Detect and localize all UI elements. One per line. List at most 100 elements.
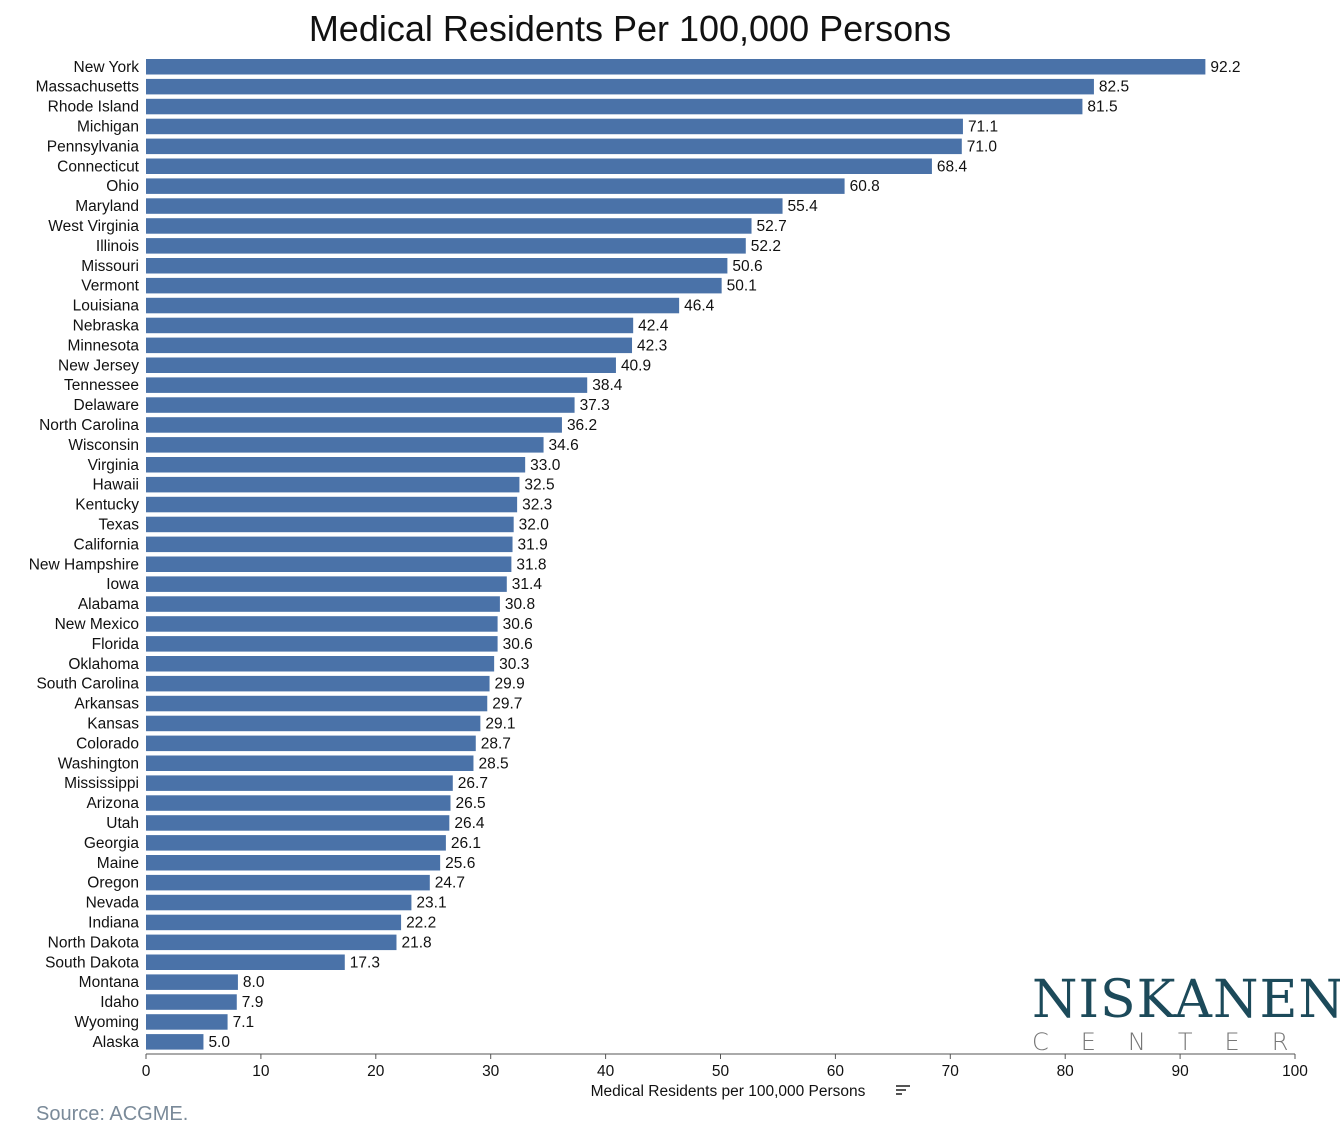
bar xyxy=(146,496,518,513)
x-axis-label: Medical Residents per 100,000 Persons xyxy=(591,1083,866,1100)
x-tick-label: 100 xyxy=(1282,1063,1308,1080)
category-label: West Virginia xyxy=(48,218,139,235)
bar xyxy=(146,357,616,373)
category-label: North Dakota xyxy=(48,934,140,951)
bar xyxy=(146,596,500,612)
value-label: 55.4 xyxy=(788,198,819,215)
x-tick-label: 60 xyxy=(827,1063,845,1080)
value-label: 29.9 xyxy=(495,676,525,693)
value-label: 26.7 xyxy=(458,775,488,792)
value-label: 37.3 xyxy=(580,397,610,414)
bar xyxy=(146,118,963,135)
bar xyxy=(146,675,490,692)
value-label: 7.9 xyxy=(242,994,264,1011)
value-label: 71.0 xyxy=(967,138,998,155)
bar xyxy=(146,98,1083,115)
value-label: 71.1 xyxy=(968,118,998,135)
bar xyxy=(146,775,453,791)
category-label: Delaware xyxy=(74,397,139,414)
value-label: 82.5 xyxy=(1099,79,1129,96)
value-label: 5.0 xyxy=(208,1034,230,1051)
bar xyxy=(146,516,514,533)
category-label: Texas xyxy=(99,516,140,533)
bar xyxy=(146,695,488,712)
bar xyxy=(146,238,746,254)
category-label: Tennessee xyxy=(64,377,139,394)
value-label: 32.0 xyxy=(519,516,550,533)
category-label: Alaska xyxy=(92,1034,139,1051)
x-axis: 0 10 20 30 40 50 60 70 80 90 100 xyxy=(142,1053,1308,1080)
bar xyxy=(146,735,476,752)
bar xyxy=(146,974,238,990)
bar xyxy=(146,377,588,393)
value-label: 42.4 xyxy=(638,317,669,334)
category-label: Maryland xyxy=(75,198,139,215)
x-tick-label: 10 xyxy=(252,1063,270,1080)
bar xyxy=(146,934,397,951)
category-label: California xyxy=(74,536,140,553)
category-label: Wyoming xyxy=(75,1014,139,1031)
sort-icon[interactable] xyxy=(896,1085,910,1095)
category-label: Ohio xyxy=(106,178,139,195)
category-label: Minnesota xyxy=(67,337,139,354)
bar xyxy=(146,556,512,572)
chart-title: Medical Residents Per 100,000 Persons xyxy=(308,8,952,49)
value-label: 81.5 xyxy=(1087,99,1117,116)
bar xyxy=(146,476,520,493)
category-label: New Mexico xyxy=(55,616,139,633)
category-label: Hawaii xyxy=(92,477,139,494)
category-label: Arizona xyxy=(86,795,139,812)
category-label: Indiana xyxy=(88,914,139,931)
value-label: 30.3 xyxy=(499,656,529,673)
category-label: Louisiana xyxy=(73,298,140,315)
category-label: Oklahoma xyxy=(68,656,139,673)
category-label: Oregon xyxy=(87,875,139,892)
category-label: Vermont xyxy=(81,278,139,295)
category-label: Pennsylvania xyxy=(47,138,140,155)
value-label: 28.5 xyxy=(478,755,508,772)
bar xyxy=(146,874,430,891)
value-label: 33.0 xyxy=(530,457,561,474)
x-tick-label: 50 xyxy=(712,1063,730,1080)
value-label: 31.4 xyxy=(512,576,543,593)
value-label: 31.8 xyxy=(516,556,546,573)
bar xyxy=(146,178,845,194)
value-label: 23.1 xyxy=(416,895,446,912)
value-label: 8.0 xyxy=(243,974,265,991)
category-label: Wisconsin xyxy=(68,437,139,454)
bar xyxy=(146,198,783,214)
bar xyxy=(146,158,932,174)
bar xyxy=(146,138,962,155)
bar xyxy=(146,218,752,234)
bar xyxy=(146,894,412,911)
category-label: Colorado xyxy=(76,735,139,752)
category-label: Connecticut xyxy=(57,158,140,175)
category-label: Alabama xyxy=(78,596,140,613)
category-label: Michigan xyxy=(77,118,139,135)
bars-group xyxy=(146,59,1206,1050)
category-label: Washington xyxy=(58,755,139,772)
x-tick-label: 80 xyxy=(1057,1063,1075,1080)
value-label: 32.5 xyxy=(524,477,554,494)
value-label: 29.1 xyxy=(485,715,515,732)
bar xyxy=(146,755,474,771)
value-label: 50.6 xyxy=(732,258,762,275)
bar xyxy=(146,59,1206,75)
source-note: Source: ACGME. xyxy=(36,1103,189,1125)
category-label: Iowa xyxy=(106,576,139,593)
bar xyxy=(146,397,575,413)
value-label: 68.4 xyxy=(937,158,968,175)
category-label: Mississippi xyxy=(64,775,139,792)
value-label: 26.1 xyxy=(451,835,481,852)
bar xyxy=(146,78,1094,95)
bar xyxy=(146,815,450,831)
value-label: 17.3 xyxy=(350,954,380,971)
value-label: 34.6 xyxy=(549,437,579,454)
category-labels: New York Massachusetts Rhode Island Michiga… xyxy=(29,59,140,1051)
category-label: Virginia xyxy=(88,457,140,474)
value-label: 38.4 xyxy=(592,377,623,394)
category-label: Montana xyxy=(79,974,140,991)
bar xyxy=(146,1034,204,1050)
bar xyxy=(146,914,402,931)
